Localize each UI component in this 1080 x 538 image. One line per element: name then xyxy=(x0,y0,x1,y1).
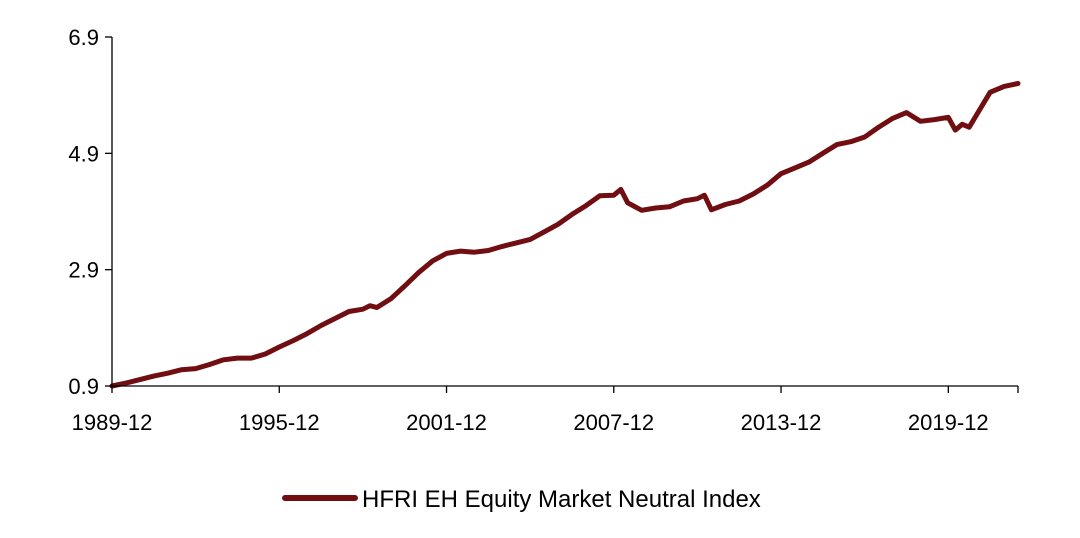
x-tick-label: 1995-12 xyxy=(239,410,320,435)
series-line xyxy=(109,81,1021,389)
x-tick-label: 2001-12 xyxy=(406,410,487,435)
legend: HFRI EH Equity Market Neutral Index xyxy=(282,486,761,513)
axes: 0.9 2.9 4.9 6.9 1989-12 1995-12 2001-12 2007-12… xyxy=(68,25,1019,435)
y-tick-label: 2.9 xyxy=(68,258,99,283)
y-tick-label: 6.9 xyxy=(68,25,99,50)
y-tick-label: 4.9 xyxy=(68,141,99,166)
legend-label: HFRI EH Equity Market Neutral Index xyxy=(362,486,761,513)
x-tick-label: 2007-12 xyxy=(573,410,654,435)
plot-area xyxy=(109,81,1021,389)
x-tick-label: 2013-12 xyxy=(741,410,822,435)
x-tick-label: 1989-12 xyxy=(72,410,153,435)
y-tick-label: 0.9 xyxy=(68,374,99,399)
x-tick-label: 2019-12 xyxy=(908,410,989,435)
